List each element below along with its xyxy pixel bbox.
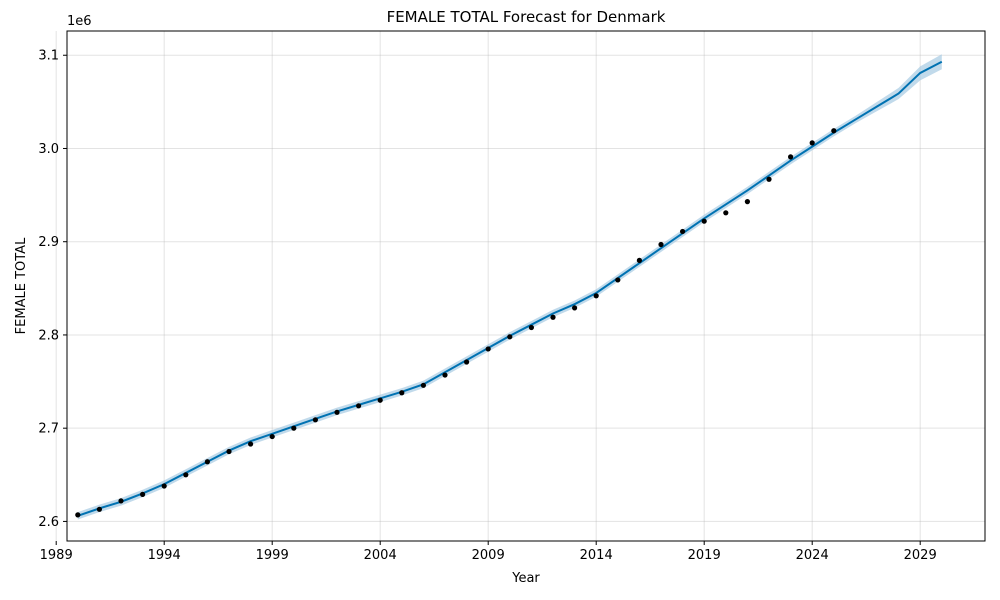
y-tick-label: 2.9 <box>38 235 59 250</box>
x-tick-label: 1989 <box>40 548 73 563</box>
observed-point <box>723 210 729 216</box>
observed-point <box>291 425 297 431</box>
observed-point <box>464 359 470 365</box>
observed-points <box>75 128 837 518</box>
observed-point <box>356 403 362 409</box>
x-tick-label: 1994 <box>148 548 181 563</box>
x-axis-ticks: 1989 1994 1999 2004 2009 2014 2019 2024 2029 <box>40 541 937 563</box>
x-tick-label: 2019 <box>688 548 721 563</box>
observed-point <box>593 293 599 299</box>
observed-point <box>420 382 426 388</box>
observed-point <box>334 409 340 415</box>
x-axis-label: Year <box>511 571 540 586</box>
observed-point <box>550 314 556 320</box>
observed-point <box>118 498 124 504</box>
observed-point <box>96 506 102 512</box>
observed-point <box>766 176 772 182</box>
observed-point <box>204 459 210 465</box>
observed-point <box>572 305 578 311</box>
observed-point <box>615 277 621 283</box>
y-tick-label: 2.8 <box>38 328 59 343</box>
observed-point <box>442 372 448 378</box>
observed-point <box>507 334 513 340</box>
observed-point <box>312 417 318 423</box>
y-tick-label: 3.1 <box>38 49 59 64</box>
y-tick-label: 3.0 <box>38 142 59 157</box>
observed-point <box>809 140 815 146</box>
plot-frame <box>66 30 986 542</box>
observed-point <box>658 241 664 248</box>
observed-point <box>744 199 751 205</box>
observed-point <box>399 390 405 396</box>
observed-point <box>831 128 837 134</box>
y-offset-label: 1e6 <box>67 14 92 29</box>
observed-point <box>528 324 535 331</box>
observed-point <box>248 441 254 447</box>
observed-point <box>485 346 491 352</box>
observed-point <box>680 228 686 235</box>
observed-point <box>161 483 167 489</box>
y-tick-label: 2.7 <box>38 422 59 437</box>
y-axis-label: FEMALE TOTAL <box>14 237 29 334</box>
x-tick-label: 2004 <box>364 548 397 563</box>
observed-point <box>183 472 189 478</box>
observed-point <box>701 218 707 224</box>
observed-point <box>140 491 146 497</box>
x-tick-label: 2014 <box>580 548 613 563</box>
observed-point <box>636 257 643 263</box>
chart-title: FEMALE TOTAL Forecast for Denmark <box>387 8 666 26</box>
x-tick-label: 2009 <box>472 548 505 563</box>
observed-point <box>269 433 275 440</box>
observed-point <box>226 448 232 455</box>
x-tick-label: 2029 <box>904 548 937 563</box>
x-tick-label: 2024 <box>796 548 829 563</box>
y-tick-label: 2.6 <box>38 515 59 530</box>
y-axis-ticks: 2.6 2.7 2.8 2.9 3.0 3.1 <box>38 49 67 530</box>
grid-lines <box>55 31 985 541</box>
observed-point <box>788 154 794 160</box>
observed-point <box>75 512 81 518</box>
x-tick-label: 1999 <box>256 548 289 563</box>
observed-point <box>377 397 383 403</box>
